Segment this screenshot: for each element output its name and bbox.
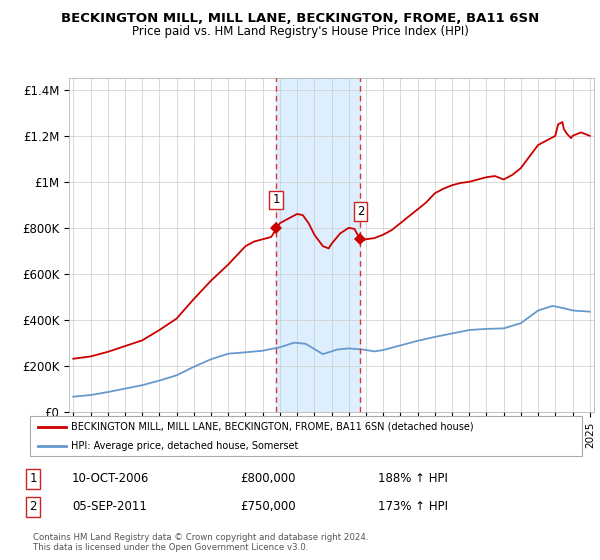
- Text: 2: 2: [29, 500, 37, 514]
- Text: £800,000: £800,000: [240, 472, 296, 486]
- Text: £750,000: £750,000: [240, 500, 296, 514]
- Text: 10-OCT-2006: 10-OCT-2006: [72, 472, 149, 486]
- Text: 1: 1: [29, 472, 37, 486]
- Text: BECKINGTON MILL, MILL LANE, BECKINGTON, FROME, BA11 6SN: BECKINGTON MILL, MILL LANE, BECKINGTON, …: [61, 12, 539, 25]
- Text: Price paid vs. HM Land Registry's House Price Index (HPI): Price paid vs. HM Land Registry's House …: [131, 25, 469, 38]
- Bar: [276, 78, 361, 412]
- Text: 1: 1: [272, 194, 280, 207]
- FancyBboxPatch shape: [30, 416, 582, 456]
- Text: HPI: Average price, detached house, Somerset: HPI: Average price, detached house, Some…: [71, 441, 299, 450]
- Text: This data is licensed under the Open Government Licence v3.0.: This data is licensed under the Open Gov…: [33, 543, 308, 552]
- Text: 2: 2: [356, 205, 364, 218]
- Text: 05-SEP-2011: 05-SEP-2011: [72, 500, 147, 514]
- Text: 173% ↑ HPI: 173% ↑ HPI: [378, 500, 448, 514]
- Text: 188% ↑ HPI: 188% ↑ HPI: [378, 472, 448, 486]
- Text: BECKINGTON MILL, MILL LANE, BECKINGTON, FROME, BA11 6SN (detached house): BECKINGTON MILL, MILL LANE, BECKINGTON, …: [71, 422, 474, 432]
- Text: Contains HM Land Registry data © Crown copyright and database right 2024.: Contains HM Land Registry data © Crown c…: [33, 533, 368, 542]
